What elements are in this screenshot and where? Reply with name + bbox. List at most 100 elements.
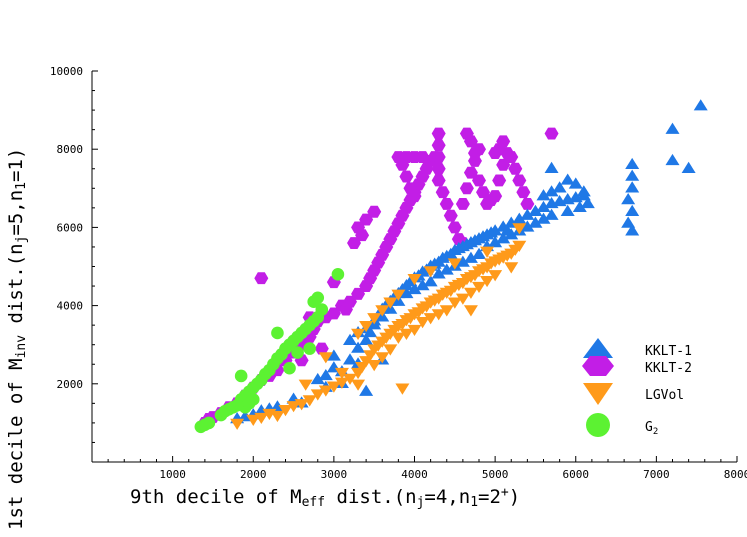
data-point-hexagon: [431, 174, 446, 187]
data-point-triangle-up: [560, 173, 575, 185]
data-point-triangle-up: [536, 200, 551, 213]
data-point-triangle-down: [302, 395, 317, 407]
data-point-triangle-down: [447, 297, 462, 309]
legend-lgvol-marker: [583, 383, 613, 405]
data-point-hexagon: [326, 307, 341, 320]
data-point-hexagon: [435, 186, 450, 199]
data-point-triangle-down: [480, 275, 495, 288]
data-point-triangle-up: [431, 267, 446, 279]
data-point-triangle-down: [318, 385, 333, 397]
data-point-triangle-up: [552, 181, 567, 193]
data-point-hexagon: [467, 147, 482, 160]
data-point-hexagon: [359, 213, 374, 226]
xlabel-part-8: ): [509, 486, 520, 508]
data-marks: [194, 99, 708, 434]
data-point-triangle-up: [472, 247, 486, 259]
data-point-hexagon: [355, 229, 370, 242]
data-point-triangle-up: [496, 232, 511, 244]
data-point-triangle-up: [621, 216, 636, 228]
y-tick-label: 10000: [50, 65, 83, 78]
x-tick-label: 7000: [643, 468, 670, 481]
data-point-triangle-down: [407, 274, 422, 286]
data-point-triangle-down: [230, 418, 245, 430]
data-point-hexagon: [496, 158, 511, 171]
data-point-triangle-up: [488, 224, 503, 236]
data-point-hexagon: [496, 135, 511, 148]
x-tick-label: 8000: [724, 468, 747, 481]
data-point-triangle-down: [383, 297, 398, 309]
data-point-triangle-up: [572, 200, 587, 213]
data-point-triangle-down: [455, 293, 470, 305]
data-point-triangle-down: [512, 223, 527, 235]
data-point-circle: [303, 342, 316, 355]
data-point-triangle-down: [310, 389, 325, 401]
ylabel-part-0: 1st decile of M: [5, 358, 27, 530]
data-point-triangle-up: [463, 251, 478, 263]
data-point-triangle-up: [415, 279, 430, 291]
data-point-hexagon: [431, 127, 446, 140]
data-point-triangle-up: [568, 177, 583, 189]
data-point-triangle-down: [447, 258, 462, 270]
y-axis-title: 1st decile of Minv dist.(nj=5,n1=1): [5, 148, 29, 530]
ylabel-part-1: inv: [14, 335, 29, 359]
ylabel-part-5: 1: [14, 182, 29, 190]
data-point-hexagon: [488, 190, 503, 203]
x-tick-label: 4000: [401, 468, 428, 481]
data-point-circle: [202, 416, 216, 430]
data-point-triangle-down: [488, 270, 503, 282]
data-point-hexagon: [492, 174, 507, 187]
data-point-triangle-up: [528, 204, 543, 216]
xlabel-part-5: 1: [470, 495, 478, 510]
data-point-triangle-up: [528, 216, 543, 228]
data-point-triangle-down: [326, 381, 341, 393]
data-point-triangle-down: [254, 412, 269, 425]
data-point-triangle-down: [278, 405, 293, 417]
data-point-triangle-down: [375, 352, 390, 364]
data-point-triangle-down: [407, 324, 422, 337]
data-point-triangle-up: [625, 224, 640, 236]
data-point-circle: [291, 346, 304, 359]
y-tick-label: 6000: [57, 221, 84, 234]
data-point-triangle-up: [455, 255, 470, 267]
data-point-triangle-down: [415, 317, 430, 329]
data-point-triangle-down: [286, 401, 301, 413]
data-point-triangle-up: [343, 353, 357, 365]
x-tick-label: 3000: [321, 468, 348, 481]
data-point-hexagon: [504, 151, 519, 163]
data-point-hexagon: [254, 272, 269, 285]
data-point-triangle-down: [367, 313, 382, 325]
data-point-triangle-down: [504, 262, 519, 274]
data-point-triangle-down: [351, 328, 366, 340]
data-point-triangle-down: [463, 305, 478, 317]
series-g-: [194, 268, 345, 434]
data-point-triangle-up: [544, 185, 559, 197]
data-point-triangle-up: [351, 341, 366, 353]
data-point-hexagon: [407, 190, 422, 203]
data-point-triangle-down: [391, 332, 406, 344]
data-point-hexagon: [512, 174, 527, 187]
data-point-triangle-up: [580, 196, 595, 209]
data-point-triangle-up: [407, 282, 422, 295]
data-point-hexagon: [488, 147, 503, 160]
y-tick-label: 4000: [57, 300, 84, 313]
data-point-triangle-up: [439, 263, 454, 275]
data-point-triangle-up: [318, 368, 333, 381]
ylabel-part-4: =5,n: [5, 190, 27, 236]
data-point-circle: [271, 326, 284, 340]
data-point-hexagon: [431, 139, 446, 152]
data-point-triangle-up: [520, 208, 535, 220]
data-point-triangle-up: [310, 372, 325, 385]
data-point-hexagon: [516, 186, 531, 199]
data-point-triangle-down: [472, 281, 486, 294]
data-point-hexagon: [508, 162, 523, 175]
data-point-triangle-up: [423, 275, 438, 287]
ylabel-part-2: dist.(n: [5, 243, 27, 335]
data-point-triangle-down: [439, 305, 454, 317]
data-point-triangle-up: [560, 204, 575, 216]
data-point-triangle-up: [343, 333, 357, 345]
legend-g2-marker: [586, 413, 610, 437]
xlabel-part-4: =4,n: [424, 486, 470, 508]
x-axis-title: 9th decile of Meff dist.(nj=4,n1=2+): [130, 485, 520, 510]
data-point-hexagon: [544, 127, 559, 140]
data-point-triangle-up: [625, 157, 640, 170]
